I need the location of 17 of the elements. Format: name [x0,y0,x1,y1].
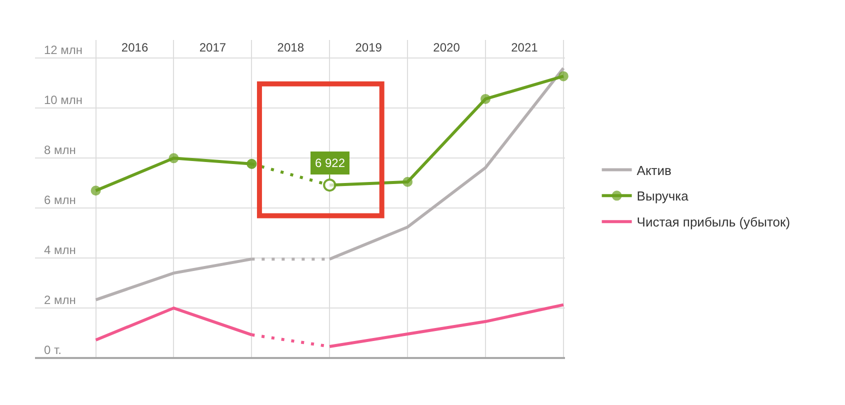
legend-label: Выручка [636,188,690,204]
x-tick-label: 2019 [355,40,382,54]
y-tick-label: 10 млн [44,93,83,107]
y-tick-label: 12 млн [44,43,83,58]
x-tick-label: 2020 [433,40,460,54]
legend-label: Актив [636,162,672,178]
y-tick-label: 6 млн [44,192,76,207]
x-tick-label: 2018 [277,40,304,54]
x-tick-label: 2017 [199,40,226,54]
x-tick-label: 2016 [121,40,148,54]
annotation: 6 922 [315,156,346,170]
legend-label: Чистая прибыль (убыток) [636,214,790,230]
y-tick-label: 4 млн [44,242,76,257]
y-tick-label: 0 т. [44,342,62,357]
y-tick-label: 2 млн [44,292,76,307]
x-tick-label: 2021 [511,40,538,54]
y-tick-label: 8 млн [44,142,76,157]
